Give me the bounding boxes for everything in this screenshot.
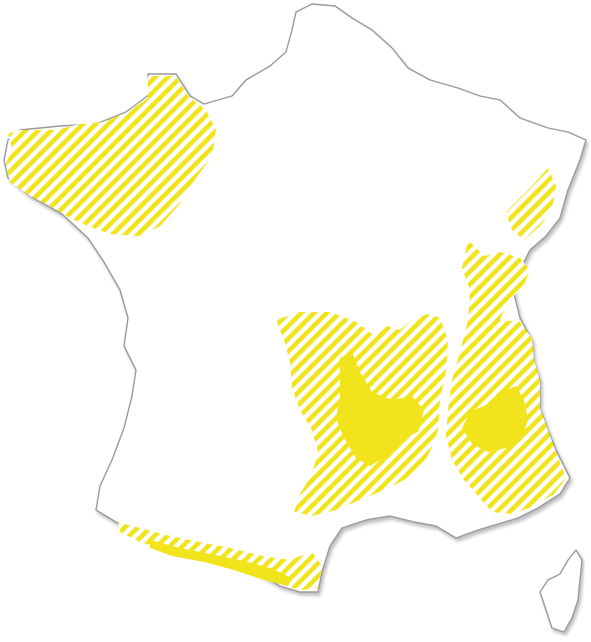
zone-brittany: [6, 76, 216, 236]
zone-massif-central-core: [336, 352, 424, 466]
zone-jura-vosges: [506, 168, 556, 240]
zone-alps-core: [462, 386, 528, 452]
zone-pyrenees-core: [150, 540, 292, 586]
corsica: [539, 549, 583, 633]
